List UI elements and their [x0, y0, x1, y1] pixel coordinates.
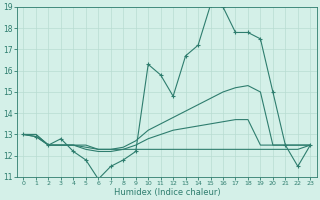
X-axis label: Humidex (Indice chaleur): Humidex (Indice chaleur): [114, 188, 220, 197]
